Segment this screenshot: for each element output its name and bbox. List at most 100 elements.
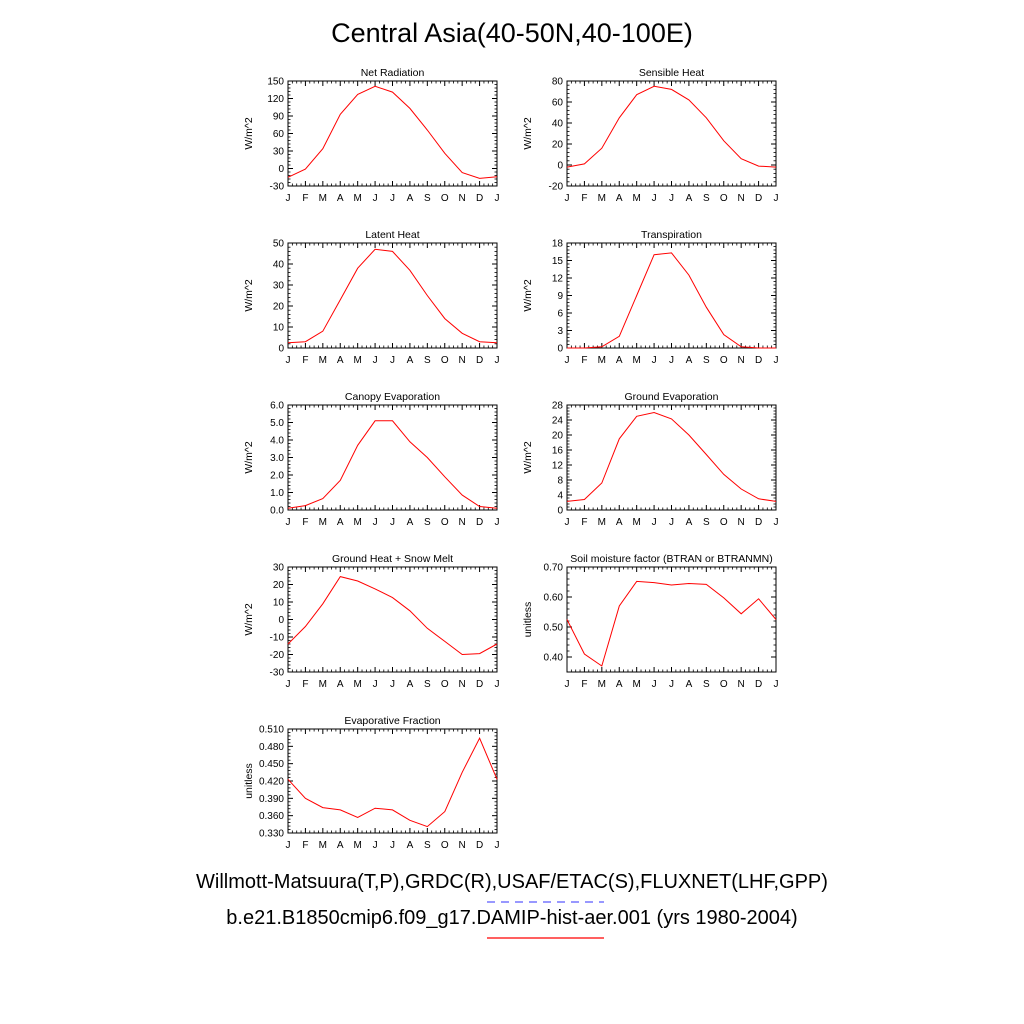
x-tick-label: M bbox=[319, 193, 327, 204]
x-tick-label: J bbox=[373, 840, 378, 851]
x-tick-label: M bbox=[353, 517, 361, 528]
x-tick-label: M bbox=[353, 840, 361, 851]
panel-title: Transpiration bbox=[641, 229, 702, 241]
x-tick-label: D bbox=[476, 193, 483, 204]
y-tick-label: 1.0 bbox=[270, 488, 284, 499]
y-tick-label: -20 bbox=[270, 650, 285, 661]
x-tick-label: D bbox=[755, 193, 762, 204]
y-tick-label: 0.70 bbox=[544, 563, 564, 574]
y-tick-label: 0.480 bbox=[259, 742, 284, 753]
x-tick-label: F bbox=[581, 193, 587, 204]
panel-title: Ground Heat + Snow Melt bbox=[332, 553, 453, 565]
panel-title: Soil moisture factor (BTRAN or BTRANMN) bbox=[570, 553, 772, 565]
x-tick-label: O bbox=[720, 193, 728, 204]
x-tick-label: S bbox=[424, 840, 431, 851]
x-tick-label: A bbox=[407, 517, 414, 528]
x-tick-label: J bbox=[286, 517, 291, 528]
x-tick-label: M bbox=[598, 193, 606, 204]
x-tick-label: J bbox=[390, 355, 395, 366]
y-tick-label: 4.0 bbox=[270, 436, 284, 447]
x-tick-label: J bbox=[390, 840, 395, 851]
series-line bbox=[566, 85, 777, 168]
y-tick-label: 0 bbox=[278, 344, 284, 355]
x-tick-label: M bbox=[632, 679, 640, 690]
x-tick-label: J bbox=[565, 355, 570, 366]
y-tick-label: 60 bbox=[273, 129, 285, 140]
x-tick-label: A bbox=[686, 517, 693, 528]
x-tick-label: N bbox=[459, 193, 466, 204]
x-tick-label: A bbox=[407, 355, 414, 366]
x-tick-label: J bbox=[495, 679, 500, 690]
x-tick-label: M bbox=[632, 193, 640, 204]
x-tick-label: A bbox=[616, 517, 623, 528]
y-tick-label: 20 bbox=[552, 140, 564, 151]
x-tick-label: J bbox=[565, 679, 570, 690]
x-tick-label: A bbox=[407, 679, 414, 690]
x-tick-label: M bbox=[319, 840, 327, 851]
x-tick-label: M bbox=[353, 679, 361, 690]
y-tick-label: 0.420 bbox=[259, 777, 284, 788]
x-tick-label: J bbox=[565, 517, 570, 528]
y-tick-label: -30 bbox=[270, 668, 285, 679]
y-tick-label: 8 bbox=[557, 476, 563, 487]
x-tick-label: N bbox=[459, 355, 466, 366]
legend-observations: Willmott-Matsuura(T,P),GRDC(R),USAF/ETAC… bbox=[0, 871, 1024, 894]
y-tick-label: 0.60 bbox=[544, 593, 564, 604]
x-tick-label: J bbox=[495, 355, 500, 366]
y-tick-label: -30 bbox=[270, 182, 285, 193]
x-tick-label: O bbox=[441, 517, 449, 528]
x-tick-label: J bbox=[774, 193, 779, 204]
y-tick-label: 0.40 bbox=[544, 653, 564, 664]
x-tick-label: S bbox=[424, 679, 431, 690]
series-line bbox=[287, 420, 498, 509]
x-tick-label: S bbox=[703, 193, 710, 204]
y-tick-label: 30 bbox=[273, 147, 285, 158]
y-tick-label: 0.450 bbox=[259, 759, 284, 770]
plot-frame bbox=[566, 80, 777, 187]
plot-frame bbox=[566, 404, 777, 511]
x-tick-label: J bbox=[669, 517, 674, 528]
x-tick-label: D bbox=[755, 517, 762, 528]
y-axis-label: W/m^2 bbox=[243, 117, 255, 150]
x-tick-label: M bbox=[319, 355, 327, 366]
x-tick-label: A bbox=[407, 840, 414, 851]
y-axis-label: W/m^2 bbox=[243, 279, 255, 312]
y-tick-label: 120 bbox=[267, 94, 284, 105]
x-tick-label: F bbox=[302, 679, 308, 690]
y-tick-label: 20 bbox=[552, 431, 564, 442]
y-tick-label: 16 bbox=[552, 446, 564, 457]
x-tick-label: J bbox=[495, 840, 500, 851]
plot-frame bbox=[287, 728, 498, 834]
x-tick-label: S bbox=[703, 517, 710, 528]
x-tick-label: F bbox=[302, 193, 308, 204]
x-tick-label: J bbox=[774, 517, 779, 528]
x-tick-label: N bbox=[459, 679, 466, 690]
y-tick-label: 80 bbox=[552, 77, 564, 88]
x-tick-label: J bbox=[373, 193, 378, 204]
y-tick-label: 20 bbox=[273, 302, 285, 313]
series-line bbox=[566, 580, 777, 667]
x-tick-label: A bbox=[686, 355, 693, 366]
y-tick-label: 28 bbox=[552, 401, 564, 412]
y-tick-label: 10 bbox=[273, 598, 285, 609]
x-tick-label: O bbox=[441, 679, 449, 690]
legend-model: b.e21.B1850cmip6.f09_g17.DAMIP-hist-aer.… bbox=[0, 907, 1024, 930]
y-tick-label: 18 bbox=[552, 239, 564, 250]
x-tick-label: A bbox=[686, 193, 693, 204]
x-tick-label: S bbox=[703, 355, 710, 366]
x-tick-label: J bbox=[669, 193, 674, 204]
y-axis-label: W/m^2 bbox=[522, 279, 534, 312]
y-axis-label: W/m^2 bbox=[522, 117, 534, 150]
x-tick-label: J bbox=[652, 517, 657, 528]
x-tick-label: F bbox=[581, 517, 587, 528]
panel-8: Soil moisture factor (BTRAN or BTRANMN) J… bbox=[522, 553, 779, 690]
x-tick-label: A bbox=[337, 517, 344, 528]
y-axis-label: W/m^2 bbox=[522, 441, 534, 474]
y-tick-label: 10 bbox=[273, 323, 285, 334]
x-tick-label: A bbox=[337, 679, 344, 690]
y-tick-label: 12 bbox=[552, 274, 564, 285]
